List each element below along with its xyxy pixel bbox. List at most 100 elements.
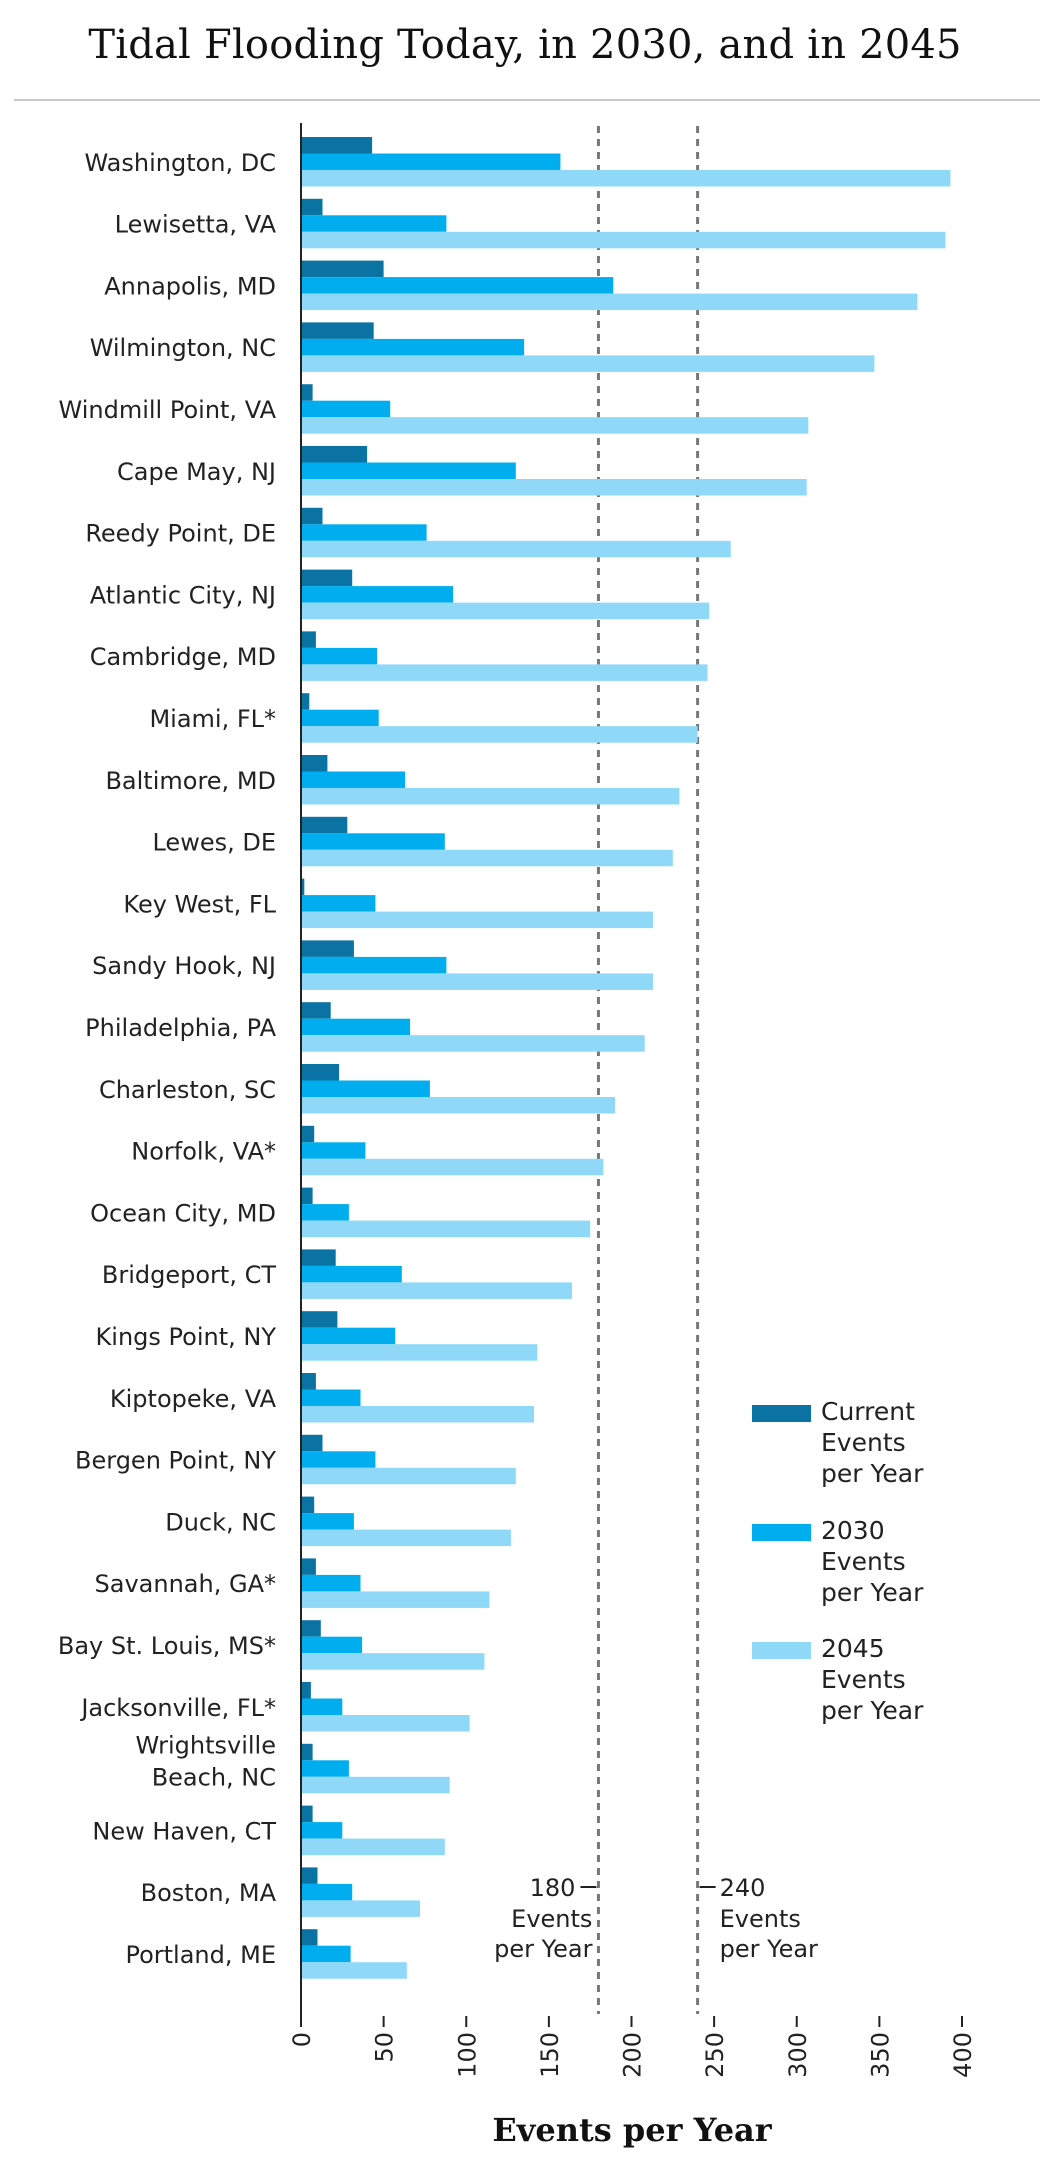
bar [301,788,680,805]
bar [301,1311,338,1328]
bar [301,755,328,772]
x-tick-label: 300 [784,2032,812,2078]
reference-label: 180 [530,1874,576,1902]
legend-swatch [752,1642,811,1659]
category-label: Atlantic City, NJ [90,581,276,609]
bar [301,198,323,216]
x-tick-label: 400 [949,2032,977,2078]
bar [301,1064,339,1081]
bar [301,355,875,372]
title-divider [14,99,1040,101]
bar [301,647,377,665]
category-label: Sandy Hook, NJ [92,952,276,980]
bar [301,1636,363,1654]
x-tick-label: 0 [288,2032,316,2047]
x-axis-title: Events per Year [492,2111,772,2149]
legend-label: per Year [821,1696,924,1725]
bar [301,911,653,929]
bar [301,586,453,603]
legend-label: Events [821,1547,906,1576]
x-tick-label: 150 [536,2032,564,2078]
category-label: Wilmington, NC [90,334,276,362]
category-label: Duck, NC [165,1508,276,1536]
bar [301,260,384,278]
category-label: Boston, MA [141,1879,277,1907]
bar [301,1867,318,1884]
bar [301,1035,645,1052]
bar [301,524,427,541]
bar [301,322,374,339]
bar [301,1698,343,1715]
bar [301,1220,591,1238]
bar [301,1760,349,1777]
category-label: Charleston, SC [99,1076,276,1104]
bar [301,277,614,294]
category-labels: Washington, DC Lewisetta, VA Annapolis, MD… [58,149,277,1969]
category-label: Portland, ME [125,1941,276,1969]
bar [301,215,447,232]
chart-title: Tidal Flooding Today, in 2030, and in 20… [88,22,962,68]
bar [301,1591,490,1608]
category-label: Annapolis, MD [104,272,276,300]
bar [301,1805,313,1823]
bar [301,833,445,850]
x-tick-label: 50 [371,2032,399,2063]
bar [301,1434,323,1452]
bar [301,1204,349,1221]
bar [301,1125,315,1143]
bar [301,973,653,990]
bar [301,771,406,788]
bar [301,1282,572,1299]
bar [301,1529,511,1547]
reference-label: Events [511,1905,592,1933]
category-label: Savannah, GA* [95,1570,276,1598]
bar [301,1142,366,1159]
bar [301,1080,430,1097]
bar [301,1822,343,1839]
bar [301,479,807,496]
bar [301,1373,316,1390]
bar [301,1682,311,1699]
bar [301,507,323,525]
bar [301,693,310,710]
bar [301,664,708,681]
bar [301,384,313,401]
category-label: Key West, FL [123,890,276,918]
legend-label: 2030 [821,1516,885,1545]
bar [301,1467,516,1485]
bar [301,816,348,834]
legend-label: Events [821,1665,906,1694]
bar [301,726,698,743]
bar [301,1883,353,1901]
bar [301,1187,313,1205]
legend-label: Current [821,1397,915,1426]
bar [301,1406,534,1423]
bar [301,293,918,311]
legend-swatch [752,1524,811,1541]
bars [301,137,951,1979]
bar [301,153,561,170]
bar [301,1620,321,1637]
bar [301,1558,316,1575]
bar [301,569,353,587]
bar [301,1574,361,1592]
x-axis-ticks: 0 50 100 150 200 250 300 350 400 [288,2016,977,2078]
bar [301,602,710,620]
bar [301,1496,315,1514]
category-label: Washington, DC [84,149,276,177]
category-label: Lewisetta, VA [115,211,277,239]
category-label: Philadelphia, PA [85,1014,276,1042]
category-label: Lewes, DE [152,829,276,857]
category-label: Cape May, NJ [117,458,276,486]
bar [301,1344,538,1361]
bar [301,400,391,418]
bar [301,137,373,154]
bar [301,1249,336,1266]
bar [301,878,305,896]
legend-label: 2045 [821,1634,885,1663]
bar [301,1265,402,1283]
bar [301,631,316,648]
legend-label: per Year [821,1578,924,1607]
